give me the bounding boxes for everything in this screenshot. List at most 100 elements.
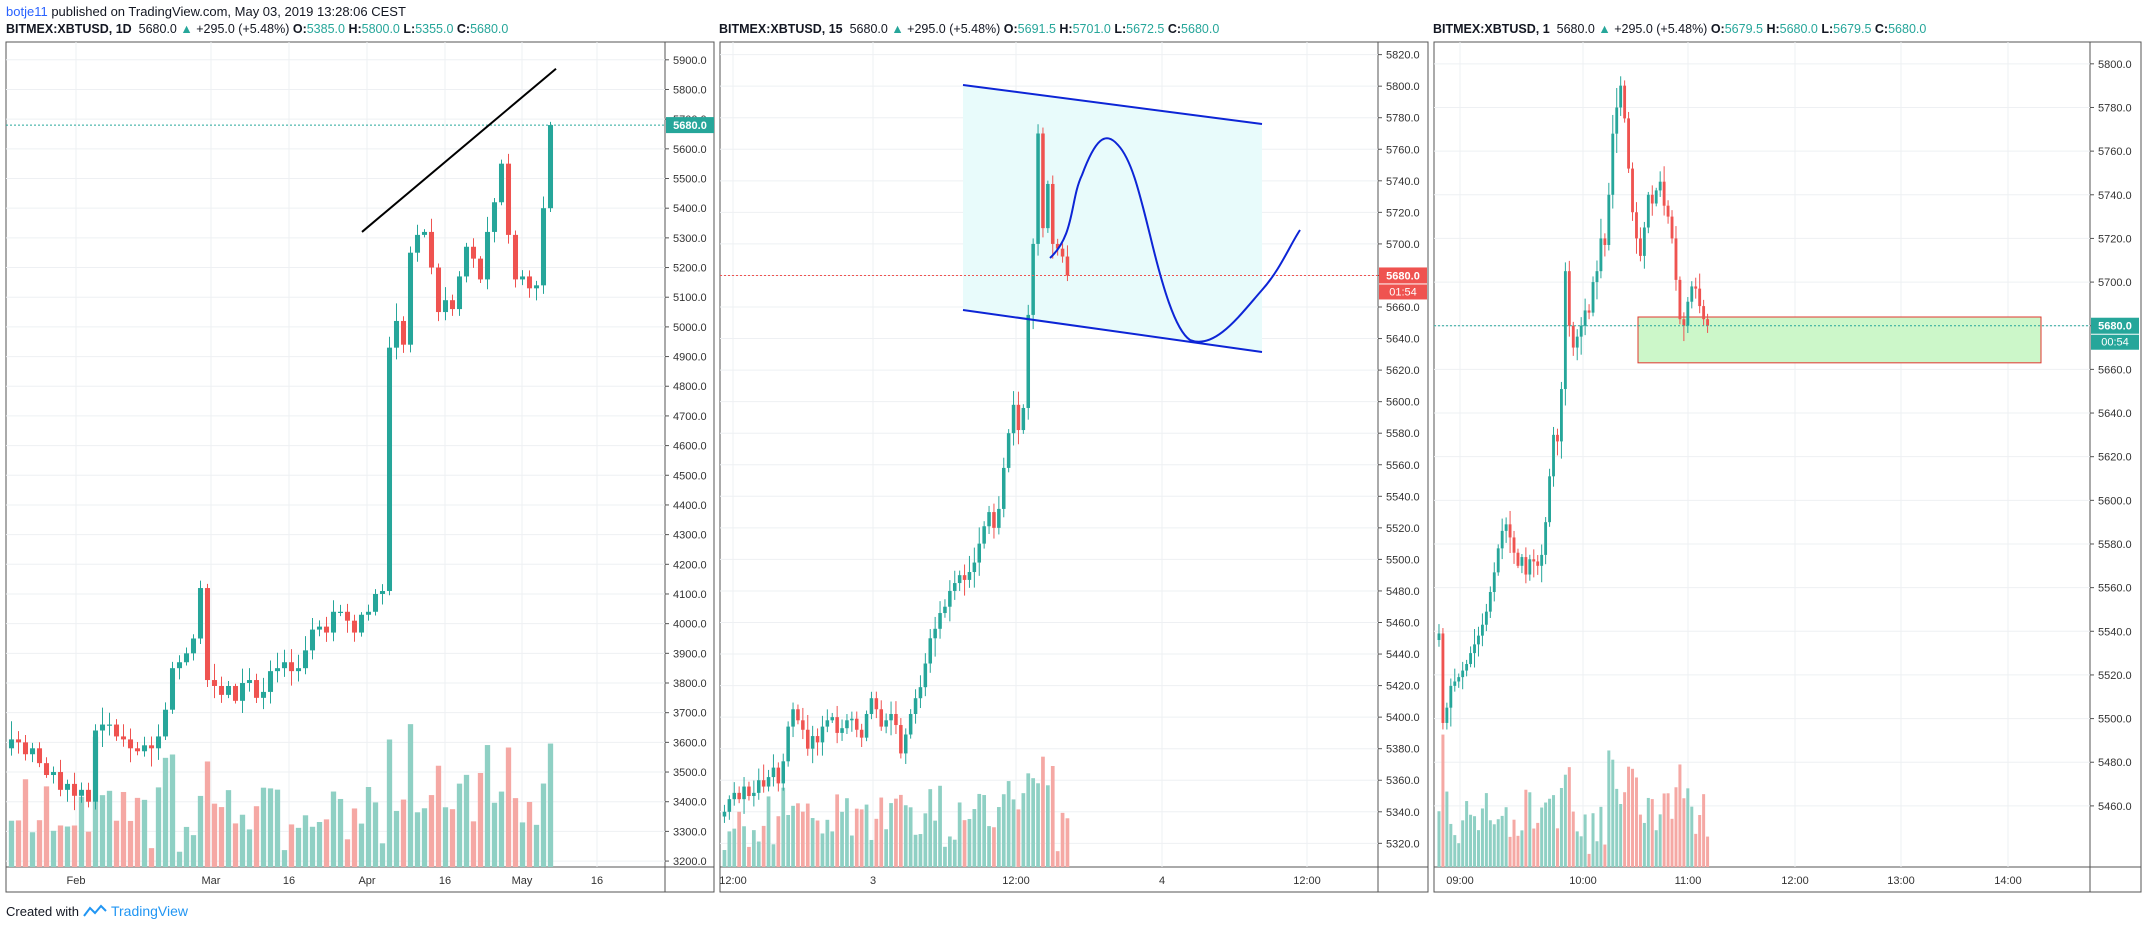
candle — [260, 691, 267, 698]
volume-bar — [800, 811, 805, 867]
x-tick-label: 09:00 — [1446, 875, 1474, 887]
volume-bar — [1500, 815, 1504, 867]
price-badge-text: 5680.0 — [673, 120, 707, 132]
candle — [801, 720, 805, 730]
volume-bar — [218, 807, 225, 867]
candle — [1453, 681, 1457, 686]
volume-bar — [29, 832, 36, 867]
symbol-label: BITMEX:XBTUSD, 15 — [719, 22, 843, 36]
candle — [1607, 194, 1611, 245]
x-tick-label: 4 — [1159, 875, 1165, 887]
volume-bar — [908, 807, 913, 867]
volume-bar — [874, 818, 879, 867]
y-tick-label: 4700.0 — [673, 411, 707, 423]
y-tick-label: 5580.0 — [1386, 428, 1420, 440]
candle — [1026, 314, 1031, 408]
candle — [316, 626, 323, 630]
candle — [309, 629, 316, 651]
volume-bar — [1627, 766, 1631, 867]
candle — [43, 763, 50, 776]
volume-bar — [1638, 814, 1642, 867]
volume-bar — [1041, 756, 1045, 867]
volume-bar — [456, 783, 463, 867]
candle — [106, 724, 113, 726]
candle — [967, 572, 972, 580]
candle — [791, 709, 795, 727]
candle — [756, 780, 761, 793]
volume-bar — [884, 829, 889, 867]
candle — [1520, 557, 1524, 566]
volume-bar — [957, 802, 962, 867]
candle — [1642, 227, 1646, 256]
volume-bar — [1646, 797, 1650, 867]
y-tick-label: 5740.0 — [1386, 176, 1420, 188]
volume-bar — [274, 789, 281, 867]
volume-bar — [295, 827, 302, 867]
volume-bar — [281, 850, 288, 867]
volume-bar — [1682, 798, 1686, 867]
candle — [982, 526, 986, 544]
close-value: 5680.0 — [470, 22, 509, 36]
publish-info: published on TradingView.com, May 03, 20… — [51, 4, 406, 19]
candle — [864, 713, 869, 738]
candle — [1065, 256, 1070, 276]
x-tick-label: 12:00 — [719, 875, 747, 887]
volume-bar — [732, 828, 737, 867]
candle — [1560, 389, 1563, 442]
volume-bar — [992, 827, 996, 867]
candle — [1690, 286, 1694, 302]
candle — [815, 736, 820, 743]
tradingview-brand-link[interactable]: TradingView — [110, 903, 189, 919]
y-tick-label: 4200.0 — [673, 559, 707, 571]
volume-bar — [913, 834, 918, 867]
y-tick-label: 5560.0 — [1386, 460, 1420, 472]
y-tick-label: 5500.0 — [2098, 714, 2132, 726]
high-value: 5680.0 — [1779, 22, 1818, 36]
volume-bar — [1579, 836, 1583, 867]
candle — [1016, 404, 1021, 431]
candle — [820, 726, 825, 743]
candle — [874, 698, 879, 710]
candle — [1702, 306, 1706, 320]
candle — [1615, 107, 1619, 134]
volume-bar — [1567, 767, 1571, 867]
x-tick-label: 10:00 — [1569, 875, 1597, 887]
volume-bar — [791, 805, 795, 867]
volume-bar — [815, 820, 820, 867]
candle — [442, 300, 449, 313]
author-link[interactable]: botje11 — [6, 4, 48, 19]
volume-bar — [947, 836, 952, 867]
volume-bar — [176, 851, 183, 867]
candle — [1635, 212, 1638, 239]
y-tick-label: 5540.0 — [1386, 491, 1420, 503]
candle — [351, 620, 358, 633]
y-tick-label: 5600.0 — [1386, 397, 1420, 409]
candle — [1627, 118, 1630, 169]
symbol-label: BITMEX:XBTUSD, 1D — [6, 22, 132, 36]
candle — [1449, 685, 1453, 708]
candle — [1639, 238, 1642, 256]
candle — [281, 662, 288, 669]
candle — [948, 590, 952, 607]
volume-bar — [1453, 835, 1457, 867]
candle — [972, 562, 977, 573]
candle — [825, 720, 830, 727]
volume-bar — [1026, 773, 1031, 867]
volume-bar — [805, 803, 810, 867]
candle — [854, 718, 859, 730]
candle — [928, 638, 933, 664]
y-tick-label: 5640.0 — [1386, 334, 1420, 346]
candle — [1686, 301, 1690, 326]
y-tick-label: 5660.0 — [1386, 302, 1420, 314]
volume-bar — [825, 819, 830, 867]
volume-bar — [751, 830, 756, 867]
volume-bar — [1532, 828, 1536, 867]
candle — [923, 663, 928, 688]
candle — [1473, 644, 1476, 654]
volume-bar — [344, 839, 351, 867]
volume-bar — [407, 724, 414, 867]
volume-bar — [943, 846, 947, 867]
volume-bar — [1445, 791, 1449, 867]
volume-bar — [1036, 783, 1040, 867]
